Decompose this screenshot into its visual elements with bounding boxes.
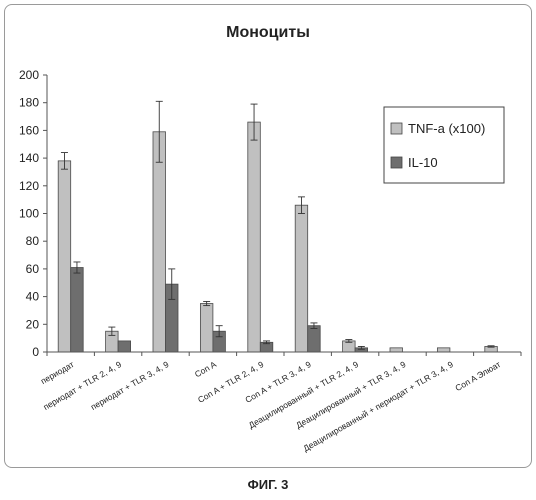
chart-svg: Моноциты 0 20 40 60 80 100 120 140 160 180 200 пер… xyxy=(0,0,536,470)
bar xyxy=(437,348,450,352)
bar xyxy=(390,348,403,352)
y-axis: 0 20 40 60 80 100 120 140 160 180 200 xyxy=(19,68,47,359)
y-tick-label: 60 xyxy=(26,262,40,276)
bar xyxy=(118,341,131,352)
y-tick-label: 160 xyxy=(19,123,39,137)
y-tick-label: 180 xyxy=(19,96,39,110)
y-tick-label: 0 xyxy=(32,345,39,359)
legend-label: TNF-a (x100) xyxy=(408,121,485,136)
legend-swatch xyxy=(391,123,402,134)
legend-swatch xyxy=(391,157,402,168)
figure-caption: ФИГ. 3 xyxy=(0,477,536,492)
x-tick-label: периодат + TLR 2, 4, 9 xyxy=(41,359,123,412)
bar xyxy=(153,132,166,352)
bar xyxy=(308,326,321,352)
chart-title: Моноциты xyxy=(226,24,310,41)
bar xyxy=(200,304,213,352)
y-tick-label: 100 xyxy=(19,207,39,221)
x-axis: периодатпериодат + TLR 2, 4, 9периодат +… xyxy=(39,352,521,454)
legend-box xyxy=(384,107,504,183)
y-tick-label: 140 xyxy=(19,151,39,165)
bar xyxy=(58,161,70,352)
y-tick-label: 120 xyxy=(19,179,39,193)
y-tick-label: 200 xyxy=(19,68,39,82)
y-tick-label: 40 xyxy=(26,290,40,304)
bar xyxy=(248,122,260,352)
legend-label: IL-10 xyxy=(408,155,438,170)
legend: TNF-a (x100) IL-10 xyxy=(384,107,504,183)
x-tick-label: периодат xyxy=(39,359,76,386)
bar xyxy=(295,205,308,352)
x-tick-label: Con A Элюат xyxy=(453,359,502,393)
x-tick-label: Con A xyxy=(193,359,218,379)
bar xyxy=(71,268,84,352)
y-tick-label: 80 xyxy=(26,234,40,248)
y-tick-label: 20 xyxy=(26,317,40,331)
x-tick-label: периодат + TLR 3, 4, 9 xyxy=(89,359,171,412)
